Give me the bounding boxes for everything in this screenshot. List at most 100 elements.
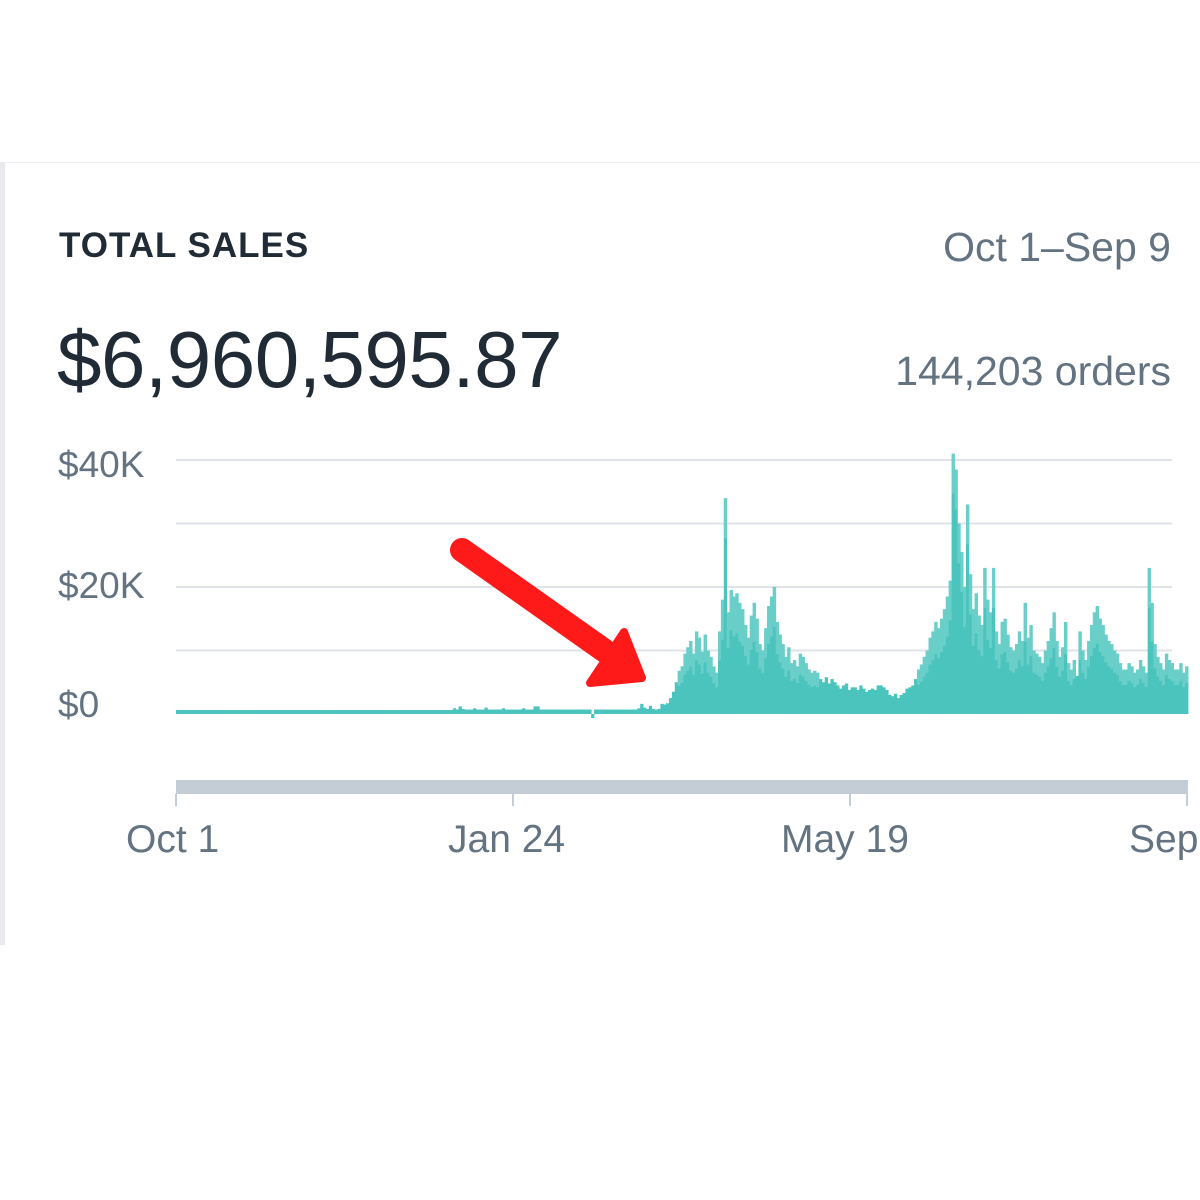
sales-bar[interactable] (406, 710, 410, 714)
sales-bar[interactable] (510, 709, 514, 714)
sales-bar[interactable] (331, 710, 335, 714)
sales-bar[interactable] (746, 637, 751, 714)
sales-bar[interactable] (481, 709, 485, 714)
sales-bar[interactable] (1049, 628, 1053, 714)
sales-bar[interactable] (862, 688, 866, 714)
sales-bar[interactable] (634, 709, 638, 714)
sales-bar[interactable] (1089, 625, 1094, 714)
sales-bar[interactable] (199, 710, 203, 714)
sales-bar[interactable] (686, 647, 690, 714)
sales-bar[interactable] (571, 709, 575, 714)
sales-bar[interactable] (398, 710, 402, 714)
sales-bar[interactable] (775, 621, 779, 714)
sales-bar[interactable] (1147, 567, 1151, 714)
sales-bar[interactable] (585, 709, 589, 714)
sales-bar[interactable] (372, 710, 376, 714)
sales-bar[interactable] (242, 710, 246, 714)
sales-bar[interactable] (908, 687, 912, 714)
sales-bar[interactable] (919, 664, 924, 714)
sales-bar[interactable] (386, 710, 390, 714)
sales-bar[interactable] (576, 709, 581, 714)
sales-bar[interactable] (1092, 612, 1097, 714)
sales-bar[interactable] (1150, 602, 1154, 715)
sales-bar[interactable] (622, 709, 627, 714)
sales-bar[interactable] (464, 709, 468, 714)
sales-bar[interactable] (893, 693, 898, 714)
sales-bar[interactable] (651, 708, 656, 714)
sales-bar[interactable] (856, 689, 860, 714)
sales-bar[interactable] (297, 710, 301, 714)
sales-bar[interactable] (637, 708, 641, 714)
sales-bar[interactable] (340, 710, 344, 714)
sales-bar[interactable] (193, 710, 197, 714)
sales-bar[interactable] (694, 631, 699, 714)
sales-bar[interactable] (787, 647, 791, 714)
sales-bar[interactable] (824, 677, 828, 714)
sales-bar[interactable] (276, 710, 281, 714)
sales-bar[interactable] (1038, 656, 1042, 714)
sales-bar[interactable] (1173, 669, 1177, 714)
sales-bar[interactable] (447, 710, 451, 714)
sales-bar[interactable] (256, 710, 261, 714)
sales-bar[interactable] (1113, 650, 1117, 715)
sales-bar[interactable] (925, 650, 929, 715)
sales-bar[interactable] (1032, 650, 1036, 715)
sales-bar[interactable] (937, 628, 941, 714)
sales-bar[interactable] (1075, 675, 1079, 714)
sales-bar[interactable] (882, 687, 886, 714)
sales-bar[interactable] (804, 663, 808, 714)
sales-bar[interactable] (1162, 669, 1166, 714)
sales-bar[interactable] (1144, 672, 1149, 714)
sales-bar[interactable] (876, 685, 880, 714)
sales-bar[interactable] (236, 710, 240, 714)
sales-bar[interactable] (317, 710, 321, 714)
sales-bar[interactable] (545, 709, 549, 714)
sales-bar[interactable] (781, 644, 785, 714)
sales-bar[interactable] (1020, 640, 1025, 714)
sales-bar[interactable] (1127, 663, 1131, 714)
sales-bar[interactable] (974, 593, 978, 714)
sales-bar[interactable] (262, 710, 266, 714)
sales-bar[interactable] (614, 709, 618, 714)
sales-bar[interactable] (196, 710, 200, 714)
sales-bar[interactable] (305, 710, 310, 714)
sales-bar[interactable] (810, 672, 814, 714)
sales-bar[interactable] (1107, 640, 1111, 714)
sales-bar[interactable] (403, 710, 408, 714)
sales-bar[interactable] (951, 453, 955, 714)
sales-bar[interactable] (225, 710, 229, 714)
sales-bar[interactable] (617, 709, 621, 714)
sales-bar[interactable] (735, 593, 739, 714)
sales-bar[interactable] (743, 625, 748, 714)
sales-bar[interactable] (968, 574, 973, 714)
sales-bar[interactable] (1006, 634, 1010, 715)
sales-bar[interactable] (253, 710, 258, 714)
sales-bar[interactable] (712, 666, 716, 715)
sales-bar[interactable] (899, 694, 903, 714)
sales-bar[interactable] (994, 631, 999, 714)
sales-bar[interactable] (461, 708, 465, 714)
sales-bar[interactable] (1170, 663, 1174, 714)
sales-bar[interactable] (1046, 640, 1050, 714)
sales-bar[interactable] (844, 683, 849, 714)
sales-bar[interactable] (374, 710, 379, 714)
sales-bar[interactable] (1069, 669, 1074, 714)
sales-bar[interactable] (426, 710, 431, 714)
sales-bar[interactable] (1101, 625, 1105, 714)
sales-bar[interactable] (703, 634, 707, 715)
sales-bar[interactable] (1012, 650, 1016, 715)
sales-bar[interactable] (568, 709, 572, 714)
sales-bar[interactable] (989, 612, 993, 714)
sales-bar[interactable] (470, 709, 474, 714)
sales-bar[interactable] (795, 666, 800, 715)
sales-bar[interactable] (645, 708, 650, 714)
sales-bar[interactable] (418, 710, 422, 714)
sales-bar[interactable] (859, 685, 863, 714)
sales-bar[interactable] (204, 710, 209, 714)
sales-bar[interactable] (1098, 618, 1102, 714)
sales-bar[interactable] (940, 618, 944, 714)
sales-bar[interactable] (905, 688, 909, 714)
sales-bar[interactable] (478, 709, 483, 714)
sales-bar[interactable] (723, 498, 728, 714)
